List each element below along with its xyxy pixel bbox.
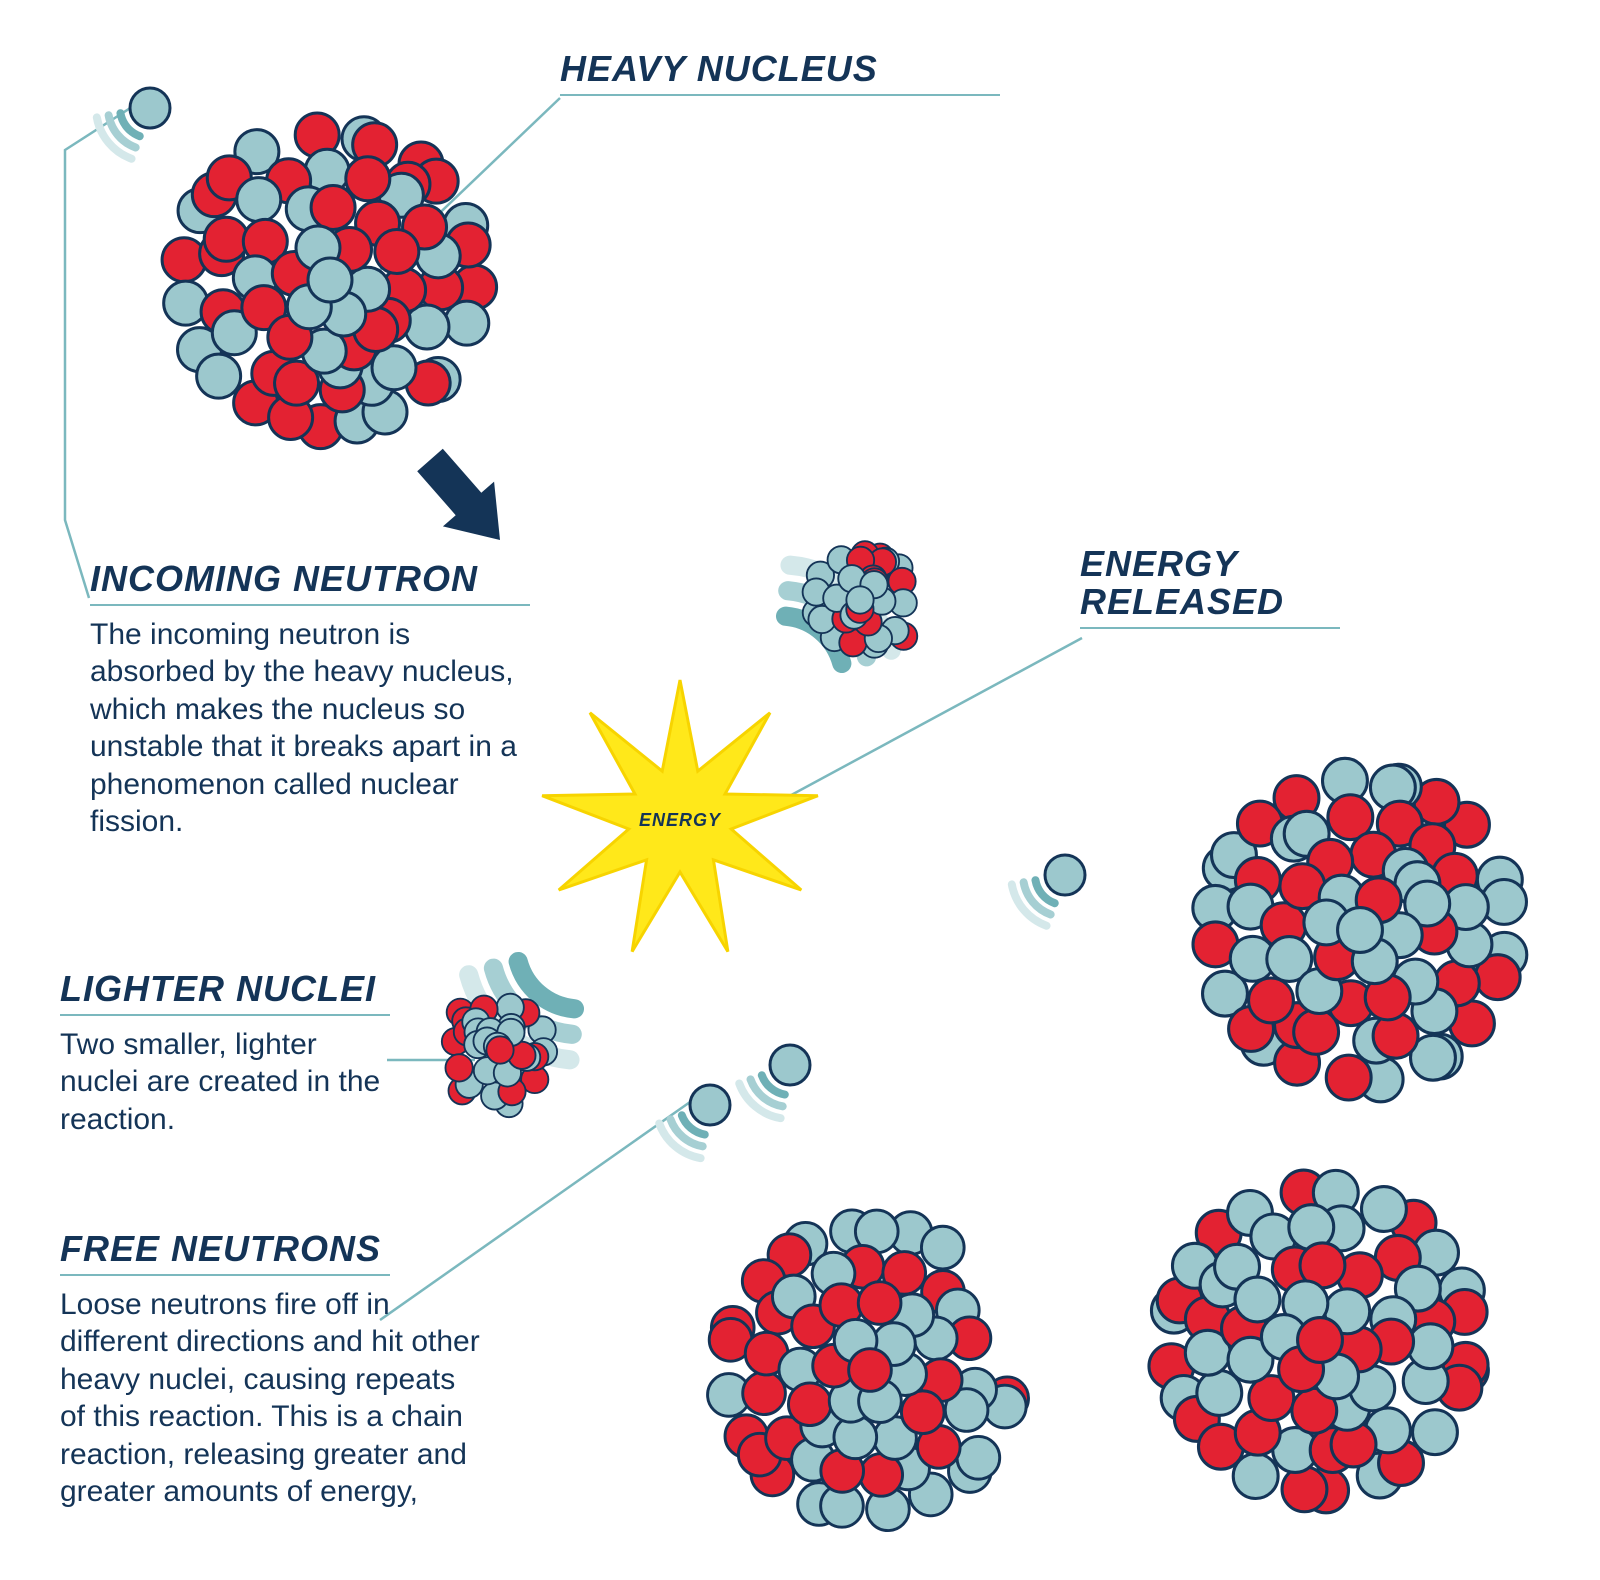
label-heavy-nucleus: HEAVY NUCLEUS xyxy=(560,50,1000,96)
lighter-nuclei-title: LIGHTER NUCLEI xyxy=(60,970,390,1016)
label-lighter-nuclei: LIGHTER NUCLEI Two smaller, lighter nucl… xyxy=(60,970,390,1138)
incoming-neutron-body: The incoming neutron is absorbed by the … xyxy=(90,616,520,841)
heavy-nucleus-title: HEAVY NUCLEUS xyxy=(560,50,1000,96)
lighter-nuclei-body: Two smaller, lighter nuclei are created … xyxy=(60,1026,390,1139)
energy-released-title: ENERGY RELEASED xyxy=(1080,545,1340,629)
svg-text:ENERGY: ENERGY xyxy=(639,810,722,830)
label-incoming-neutron: INCOMING NEUTRON The incoming neutron is… xyxy=(90,560,520,841)
free-neutrons-title: FREE NEUTRONS xyxy=(60,1230,390,1276)
svg-layer: ENERGY xyxy=(0,0,1600,1580)
label-energy-released: ENERGY RELEASED xyxy=(1080,545,1340,629)
free-neutrons-body: Loose neutrons fire off in different dir… xyxy=(60,1286,480,1511)
fission-diagram: ENERGY HEAVY NUCLEUS INCOMING NEUTRON Th… xyxy=(0,0,1600,1580)
label-free-neutrons: FREE NEUTRONS Loose neutrons fire off in… xyxy=(60,1230,480,1511)
incoming-neutron-title: INCOMING NEUTRON xyxy=(90,560,530,606)
